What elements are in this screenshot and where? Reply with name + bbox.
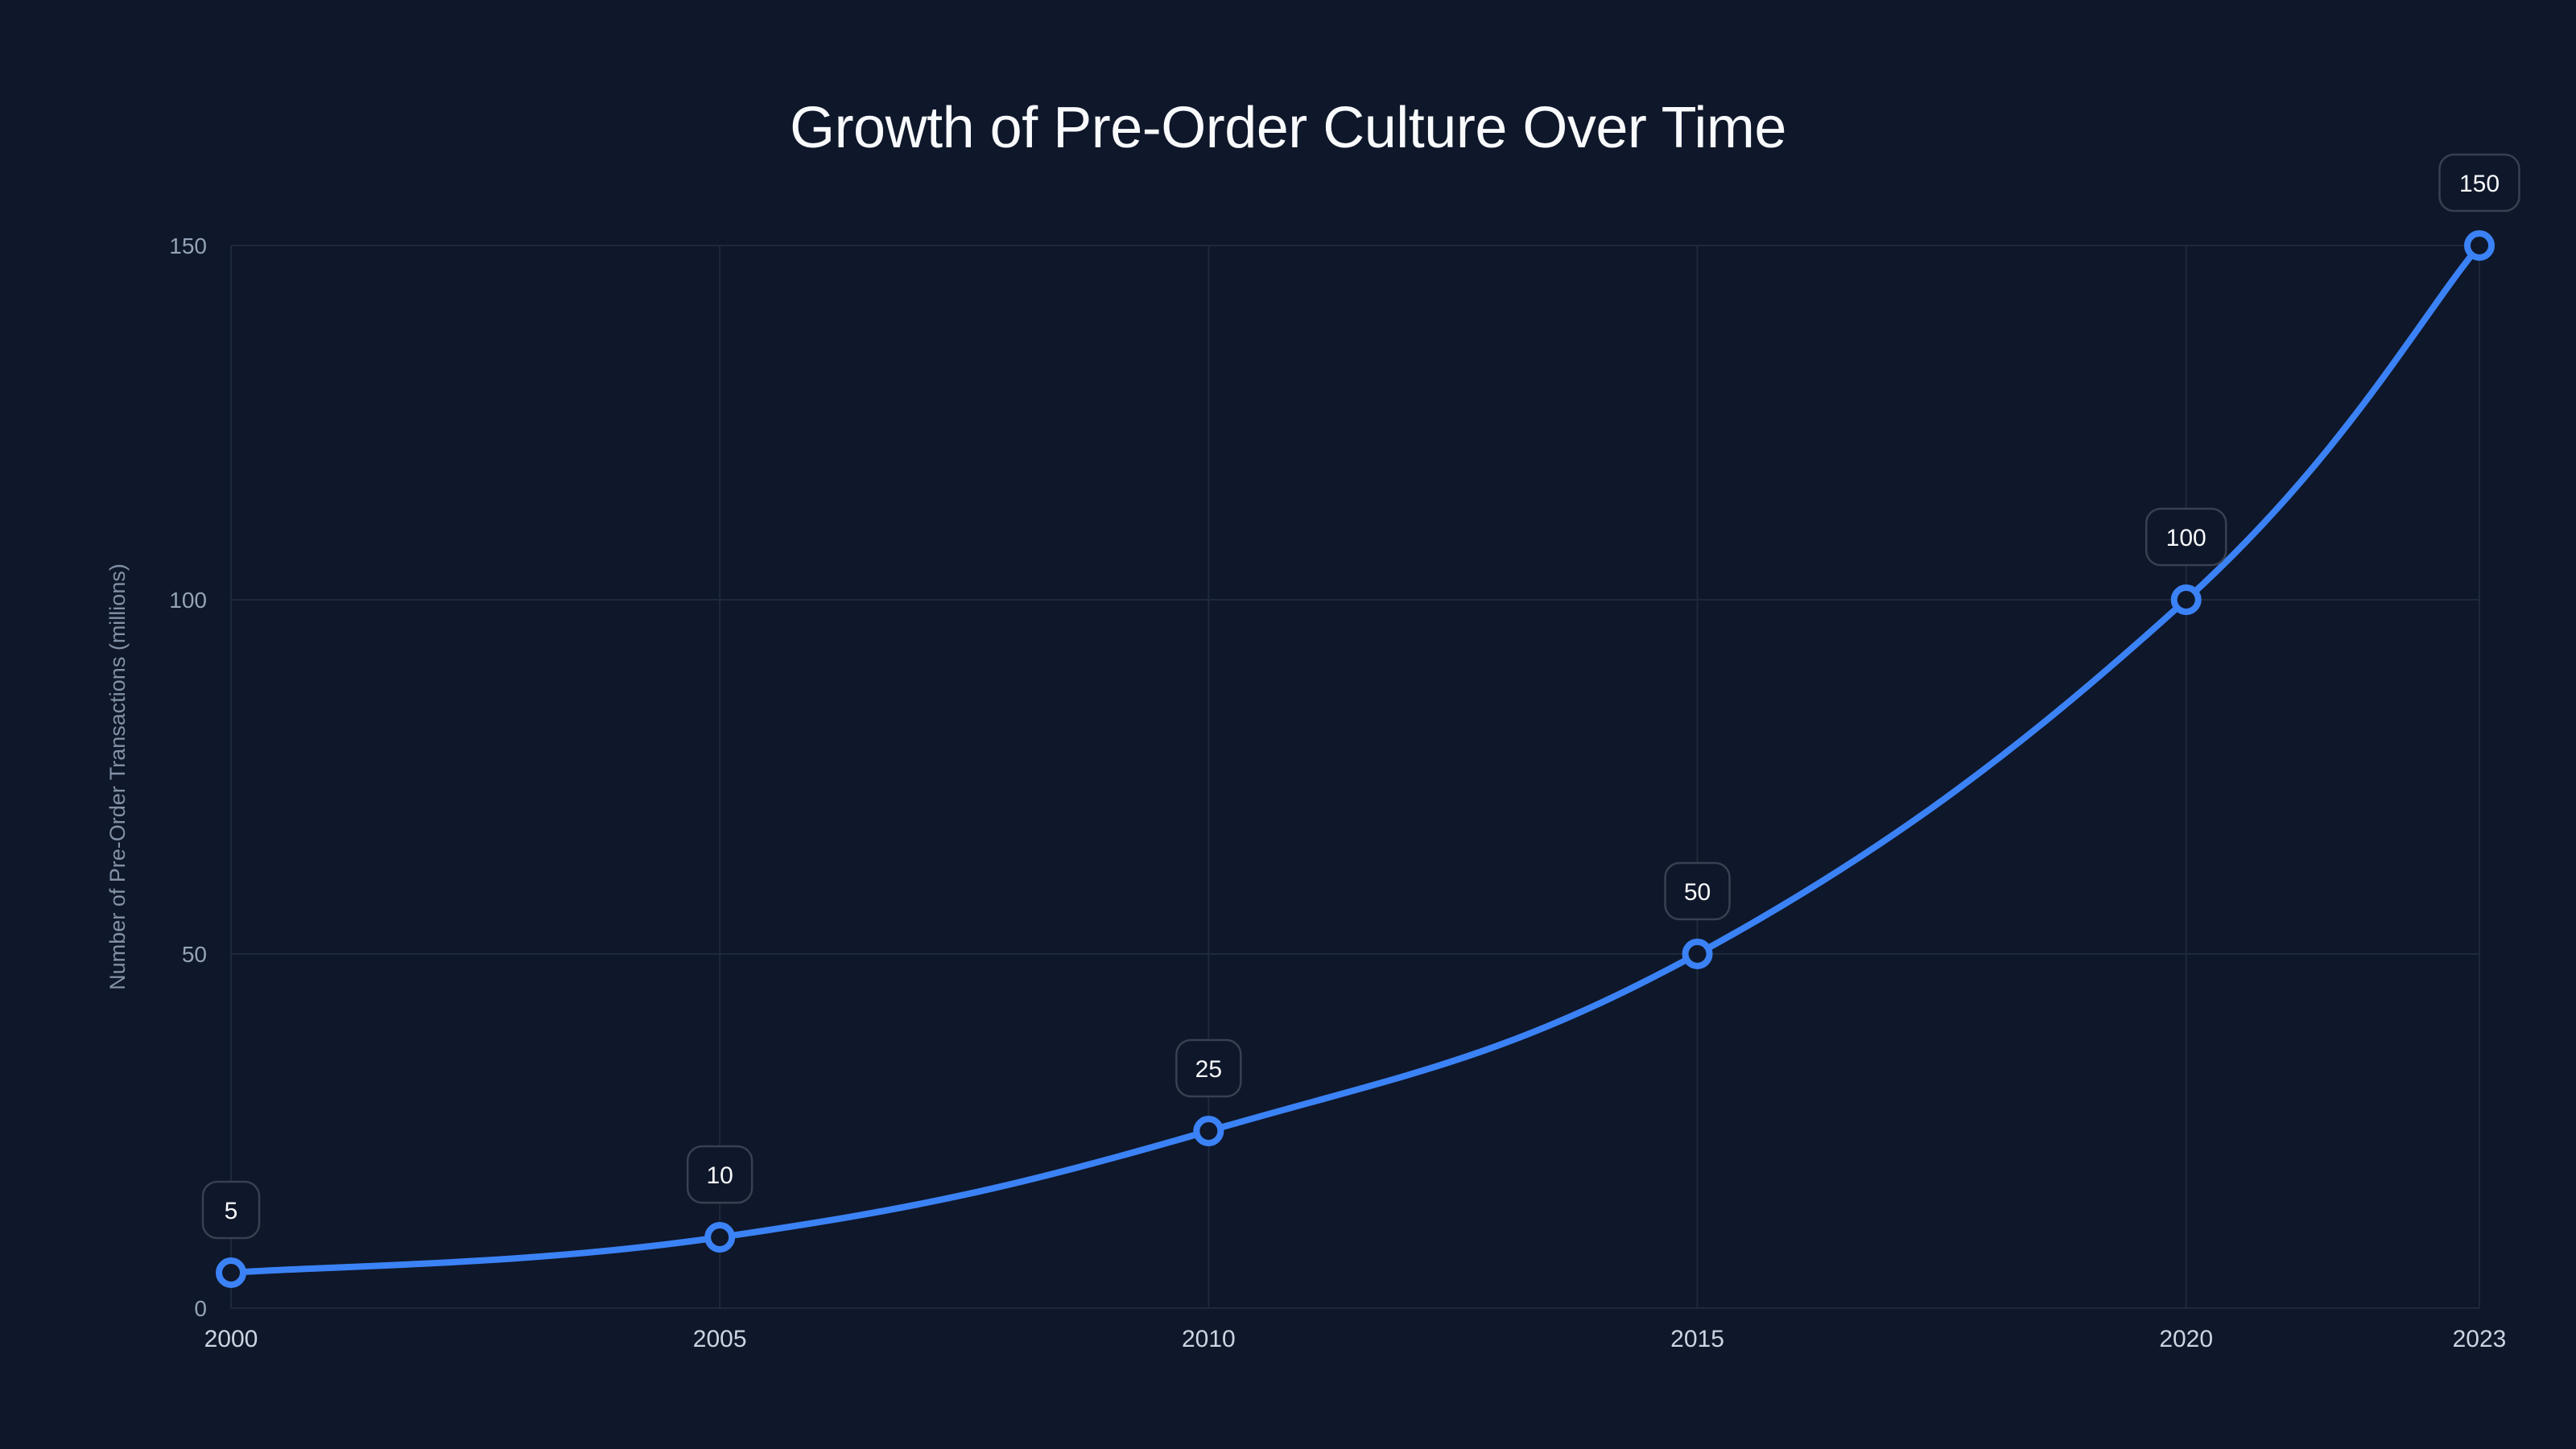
data-label-text: 25 xyxy=(1195,1056,1222,1083)
data-label-box xyxy=(686,1145,753,1204)
y-tick-label: 50 xyxy=(182,942,207,967)
data-label-text: 50 xyxy=(1684,879,1711,906)
data-label-text: 5 xyxy=(225,1198,238,1224)
data-label: 10 xyxy=(686,1145,753,1204)
y-tick-label: 150 xyxy=(169,233,207,258)
data-points xyxy=(216,230,2495,1288)
data-point-marker[interactable] xyxy=(704,1222,736,1253)
x-tick-label: 2015 xyxy=(1670,1326,1724,1352)
y-tick-label: 0 xyxy=(194,1296,207,1321)
series-line xyxy=(228,242,2483,1276)
data-label: 50 xyxy=(1664,861,1731,921)
data-label-box xyxy=(1175,1038,1242,1098)
data-point-marker[interactable] xyxy=(216,1257,246,1288)
axes: 0 50 100 150 2000 2005 2010 2015 2020 2023 Number … xyxy=(105,233,2506,1352)
data-label-box xyxy=(1664,861,1731,921)
data-label-box xyxy=(2438,153,2520,213)
data-point-marker[interactable] xyxy=(1682,939,1713,969)
gridlines xyxy=(230,245,2480,1309)
data-label-text: 150 xyxy=(2459,171,2500,197)
data-label: 5 xyxy=(201,1180,261,1240)
data-point-marker[interactable] xyxy=(2464,230,2495,261)
data-label: 100 xyxy=(2145,507,2227,567)
chart-title: Growth of Pre-Order Culture Over Time xyxy=(790,96,1786,160)
data-labels: 5 10 25 50 100 150 xyxy=(201,153,2520,1240)
data-label-box xyxy=(2145,507,2227,567)
data-label-text: 10 xyxy=(706,1162,733,1189)
x-tick-label: 2023 xyxy=(2453,1326,2507,1352)
data-point-marker[interactable] xyxy=(1193,1116,1224,1146)
x-tick-label: 2020 xyxy=(2159,1326,2213,1352)
data-point-marker[interactable] xyxy=(2170,584,2202,615)
x-tick-label: 2000 xyxy=(204,1326,258,1352)
data-label-box xyxy=(201,1180,261,1240)
data-label-text: 100 xyxy=(2166,525,2207,551)
y-axis-label: Number of Pre-Order Transactions (millio… xyxy=(105,564,130,990)
data-label: 25 xyxy=(1175,1038,1242,1098)
x-tick-label: 2005 xyxy=(693,1326,747,1352)
x-tick-label: 2010 xyxy=(1182,1326,1236,1352)
data-label: 150 xyxy=(2438,153,2520,213)
y-tick-label: 100 xyxy=(169,588,207,613)
